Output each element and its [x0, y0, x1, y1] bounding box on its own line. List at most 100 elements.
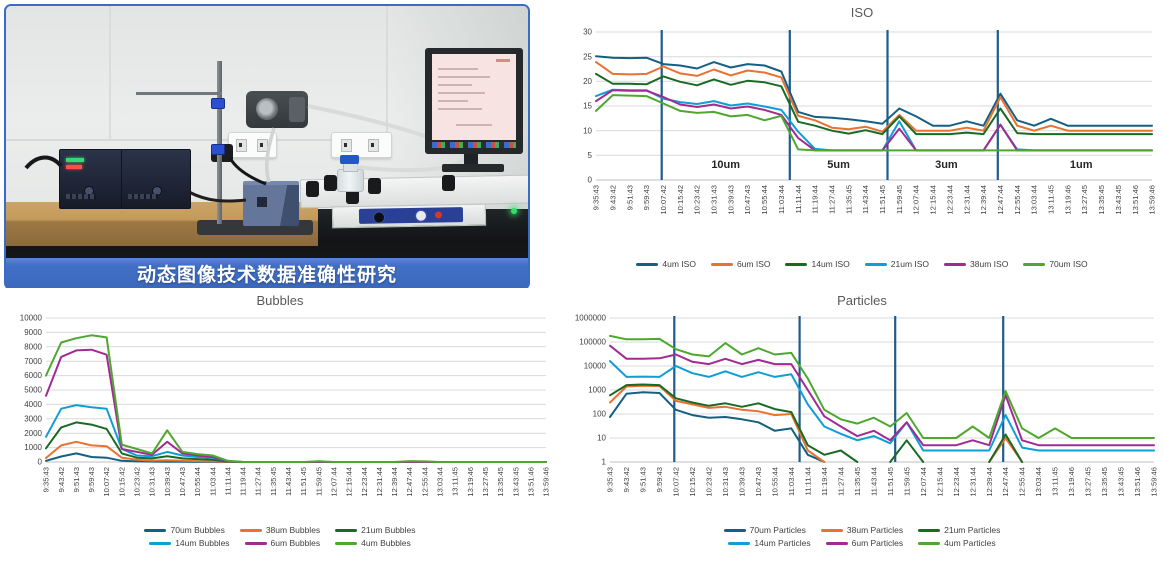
legend-item: 4um Bubbles — [335, 538, 411, 548]
fluid-tube — [265, 127, 276, 183]
svg-text:11:35:45: 11:35:45 — [844, 185, 853, 214]
svg-text:5000: 5000 — [24, 386, 42, 395]
legend-label: 21um Bubbles — [361, 525, 416, 535]
svg-text:13:27:45: 13:27:45 — [481, 467, 490, 497]
peristaltic-pump — [246, 91, 308, 128]
lab-setup-photo: 动态图像技术数据准确性研究 — [4, 4, 530, 290]
series-70um-Particles — [609, 391, 826, 463]
legend-item: 14um Particles — [728, 538, 811, 548]
svg-text:2000: 2000 — [24, 429, 42, 438]
legend-item: 4um ISO — [636, 259, 696, 269]
legend-swatch — [728, 541, 751, 545]
legend-item: 38um Particles — [820, 525, 903, 535]
wall-seam — [6, 139, 391, 141]
svg-text:12:39:44: 12:39:44 — [985, 467, 994, 497]
green-indicator-led — [511, 208, 517, 214]
svg-text:10000: 10000 — [584, 362, 607, 371]
svg-text:9:51:43: 9:51:43 — [72, 467, 81, 492]
legend-swatch — [918, 528, 941, 532]
legend-row: 70um Bubbles 38um Bubbles 21um Bubbles — [144, 525, 416, 535]
legend-swatch — [710, 262, 733, 266]
svg-text:10:15:42: 10:15:42 — [688, 467, 697, 497]
svg-text:30: 30 — [583, 28, 592, 37]
power-supply-right — [121, 149, 191, 209]
svg-text:10:31:43: 10:31:43 — [148, 467, 157, 497]
svg-text:13:51:46: 13:51:46 — [1131, 185, 1140, 215]
legend-item: 6um Bubbles — [244, 538, 320, 548]
series-70um-ISO — [595, 94, 1153, 152]
iso-chart-title: ISO — [850, 5, 874, 20]
legend-swatch — [335, 528, 358, 532]
screen-text-line — [438, 76, 490, 78]
svg-text:10:23:42: 10:23:42 — [705, 467, 714, 497]
legend-item: 70um ISO — [1023, 259, 1088, 269]
legend-label: 14um Bubbles — [175, 538, 230, 548]
legend-label: 4um ISO — [662, 259, 696, 269]
svg-text:9:43:42: 9:43:42 — [622, 467, 631, 492]
svg-text:11:51:45: 11:51:45 — [299, 467, 308, 496]
svg-text:9:43:42: 9:43:42 — [57, 467, 66, 492]
legend-label: 21um ISO — [890, 259, 930, 269]
svg-text:100000: 100000 — [579, 338, 606, 347]
svg-text:11:03:44: 11:03:44 — [787, 467, 796, 496]
legend-swatch — [636, 262, 659, 266]
y-axis-labels: 0 5 10 15 20 25 30 — [583, 28, 592, 185]
svg-text:10:23:42: 10:23:42 — [693, 185, 702, 215]
monitor-screen — [432, 54, 516, 140]
svg-text:13:59:46: 13:59:46 — [1150, 467, 1159, 497]
svg-text:11:27:44: 11:27:44 — [836, 467, 845, 496]
iso-legend: 4um ISO 6um ISO 14um ISO 21um ISO 38um ISO 70… — [560, 259, 1164, 269]
svg-text:0: 0 — [588, 176, 593, 185]
series-38um-ISO — [595, 89, 1153, 152]
svg-text:11:11:44: 11:11:44 — [794, 185, 803, 213]
svg-text:13:35:45: 13:35:45 — [1097, 185, 1106, 215]
legend-label: 14um Particles — [754, 538, 811, 548]
psu-buttons — [128, 194, 158, 199]
svg-text:11:43:44: 11:43:44 — [284, 467, 293, 496]
legend-item: 70um Particles — [723, 525, 806, 535]
legend-item: 70um Bubbles — [144, 525, 225, 535]
svg-text:1000: 1000 — [24, 443, 42, 452]
svg-text:11:35:45: 11:35:45 — [269, 467, 278, 496]
legend-label: 6um ISO — [736, 259, 771, 269]
legend-label: 4um Particles — [944, 538, 996, 548]
svg-text:9:59:43: 9:59:43 — [655, 467, 664, 492]
svg-text:13:11:45: 13:11:45 — [1047, 185, 1056, 214]
iso-plot: 0 5 10 15 20 25 30 9:35:43 9:43:42 9:51:43 9:59:43… — [583, 28, 1157, 215]
pump-head — [289, 97, 305, 122]
psu-led-display — [66, 165, 82, 169]
particles-chart-title: Particles — [837, 293, 887, 308]
svg-text:11:59:45: 11:59:45 — [895, 185, 904, 214]
svg-text:10um: 10um — [711, 159, 740, 171]
svg-text:11:19:44: 11:19:44 — [811, 185, 820, 214]
svg-text:9:35:43: 9:35:43 — [606, 467, 615, 492]
svg-text:13:43:45: 13:43:45 — [1117, 467, 1126, 497]
screen-highlight — [496, 59, 510, 62]
svg-text:12:47:44: 12:47:44 — [1001, 467, 1010, 497]
svg-text:11:51:45: 11:51:45 — [886, 467, 895, 496]
stand-clamp — [211, 144, 225, 155]
svg-text:5: 5 — [588, 151, 593, 160]
series-4um-Bubbles — [45, 334, 547, 463]
svg-text:12:23:44: 12:23:44 — [360, 467, 369, 497]
svg-text:13:03:44: 13:03:44 — [1034, 467, 1043, 497]
svg-text:13:19:46: 13:19:46 — [1067, 467, 1076, 497]
legend-swatch — [723, 528, 746, 532]
psu-led-display — [66, 158, 84, 162]
series-4um-Particles — [609, 334, 1155, 439]
svg-text:10:39:43: 10:39:43 — [726, 185, 735, 215]
pump-rotor — [256, 98, 278, 120]
svg-text:11:27:44: 11:27:44 — [828, 185, 837, 214]
legend-item: 21um Bubbles — [335, 525, 416, 535]
svg-text:12:39:44: 12:39:44 — [979, 185, 988, 215]
svg-text:11:51:45: 11:51:45 — [878, 185, 887, 214]
socket — [236, 139, 247, 152]
legend-swatch — [1023, 262, 1046, 266]
svg-text:10:39:43: 10:39:43 — [738, 467, 747, 497]
svg-text:12:55:44: 12:55:44 — [1018, 467, 1027, 497]
platform-knob — [324, 175, 337, 191]
svg-text:11:59:45: 11:59:45 — [902, 467, 911, 496]
svg-text:9000: 9000 — [24, 328, 42, 337]
power-supply-left — [59, 149, 123, 209]
legend-label: 6um Particles — [851, 538, 904, 548]
